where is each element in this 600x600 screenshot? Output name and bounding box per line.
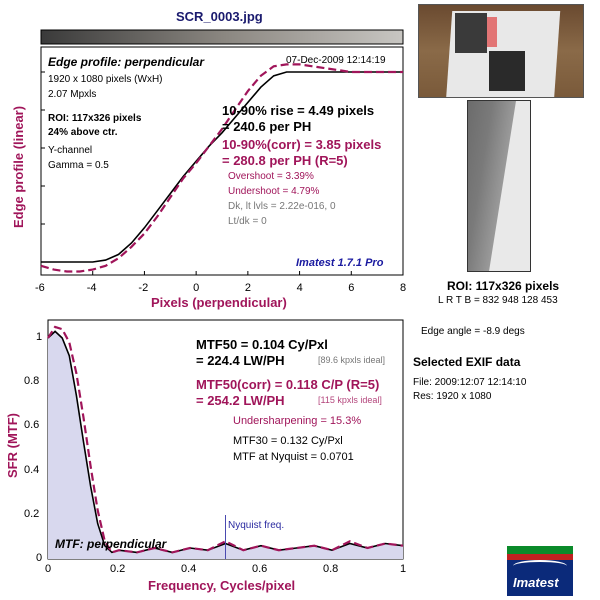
gamma: Gamma = 0.5 bbox=[48, 160, 109, 171]
roi-label: ROI: 117x326 pixels bbox=[447, 279, 560, 293]
mtf-ytick-label: 0 bbox=[36, 552, 43, 564]
undershoot: Undershoot = 4.79% bbox=[228, 186, 320, 197]
chart-title: SCR_0003.jpg bbox=[176, 9, 263, 24]
mtf50-corr-ideal: [115 kpxls ideal] bbox=[318, 395, 382, 405]
edge-xtick-label: -4 bbox=[86, 282, 97, 294]
datetime: 07-Dec-2009 12:14:19 bbox=[286, 55, 386, 66]
overshoot: Overshoot = 3.39% bbox=[228, 171, 314, 182]
logo-text: Imatest bbox=[513, 575, 559, 590]
imatest-logo: Imatest bbox=[507, 546, 573, 596]
mtf50: MTF50 = 0.104 Cy/Pxl bbox=[196, 337, 328, 352]
exif-title: Selected EXIF data bbox=[413, 355, 521, 369]
edge-profile-line bbox=[41, 71, 403, 263]
roi-crop-image bbox=[467, 100, 531, 272]
rise-corr: 10-90%(corr) = 3.85 pixels bbox=[222, 137, 382, 152]
image-size: 1920 x 1080 pixels (WxH) bbox=[48, 74, 163, 85]
mtf30: MTF30 = 0.132 Cy/Pxl bbox=[233, 435, 343, 447]
edge-ylabel: Edge profile (linear) bbox=[11, 105, 26, 228]
mtf50-corr: MTF50(corr) = 0.118 C/P (R=5) bbox=[196, 377, 380, 392]
intensity-gradient-bar bbox=[40, 29, 404, 45]
mtf-xlabel: Frequency, Cycles/pixel bbox=[148, 578, 296, 593]
edge-profile-corrected-line bbox=[40, 63, 403, 273]
edge-xtick-label: -2 bbox=[138, 282, 149, 294]
edge-xlabel: Pixels (perpendicular) bbox=[151, 295, 287, 310]
roi-marker bbox=[487, 17, 497, 47]
mtf-xtick-label: 0 bbox=[45, 563, 52, 575]
rise-ph: = 240.6 per PH bbox=[222, 119, 312, 134]
mtf-ytick-label: 1 bbox=[36, 331, 43, 343]
mtf-xtick-label: 0.8 bbox=[323, 563, 339, 575]
mtf-corrected-line bbox=[47, 325, 404, 554]
mtf-xtick-label: 0.6 bbox=[252, 563, 268, 575]
mtf50-ideal: [89.6 kpxls ideal] bbox=[318, 355, 386, 365]
nyquist-label: Nyquist freq. bbox=[228, 520, 285, 531]
thumbnail-image bbox=[418, 4, 584, 98]
version-label: Imatest 1.7.1 Pro bbox=[296, 257, 384, 269]
mtf50-lw: = 224.4 LW/PH bbox=[196, 353, 285, 368]
edge-xtick-label: 8 bbox=[400, 282, 407, 294]
edge-profile-plot bbox=[40, 63, 404, 275]
edge-xtick-label: 4 bbox=[296, 282, 303, 294]
edge-plot-frame bbox=[40, 46, 404, 276]
mtf50-corr-lw: = 254.2 LW/PH bbox=[196, 393, 285, 408]
mtf-panel-label: MTF: perpendicular bbox=[55, 537, 167, 551]
dk-levels: Dk, lt lvls = 2.22e-016, 0 bbox=[228, 201, 336, 212]
mtf-fill-area bbox=[48, 331, 403, 559]
undersharpening: Undersharpening = 15.3% bbox=[233, 415, 362, 427]
exif-file: File: 2009:12:07 12:14:10 bbox=[413, 377, 527, 388]
edge-xtick-label: 6 bbox=[348, 282, 355, 294]
mtf-nyquist: MTF at Nyquist = 0.0701 bbox=[233, 451, 354, 463]
mtf-ytick-label: 0.4 bbox=[24, 463, 40, 476]
rise-corr-ph: = 280.8 per PH (R=5) bbox=[222, 153, 348, 168]
mtf-ylabel: SFR (MTF) bbox=[5, 413, 20, 478]
mtf-ytick-label: 0.2 bbox=[24, 507, 40, 520]
mtf-ytick-label: 0.6 bbox=[24, 419, 40, 432]
lt-dk: Lt/dk = 0 bbox=[228, 216, 267, 227]
mtf-plot bbox=[47, 325, 404, 560]
roi-text: ROI: 117x326 pixels bbox=[48, 113, 142, 124]
edge-xtick-label: 0 bbox=[193, 282, 200, 294]
mpxls: 2.07 Mpxls bbox=[48, 89, 97, 100]
edge-angle: Edge angle = -8.9 degs bbox=[421, 326, 525, 337]
mtf-xtick-label: 1 bbox=[400, 563, 407, 575]
above-ctr: 24% above ctr. bbox=[48, 127, 118, 138]
mtf-ytick-label: 0.8 bbox=[24, 375, 40, 388]
exif-res: Res: 1920 x 1080 bbox=[413, 391, 492, 402]
mtf-xtick-label: 0.4 bbox=[181, 563, 197, 575]
mtf-xtick-label: 0.2 bbox=[110, 563, 126, 575]
edge-xtick-label: 2 bbox=[244, 282, 251, 294]
edge-panel-title: Edge profile: perpendicular bbox=[48, 55, 205, 69]
lrtb: L R T B = 832 948 128 453 bbox=[438, 295, 558, 306]
rise: 10-90% rise = 4.49 pixels bbox=[222, 103, 375, 118]
edge-xtick-label: -6 bbox=[35, 282, 45, 294]
channel: Y-channel bbox=[48, 145, 93, 156]
